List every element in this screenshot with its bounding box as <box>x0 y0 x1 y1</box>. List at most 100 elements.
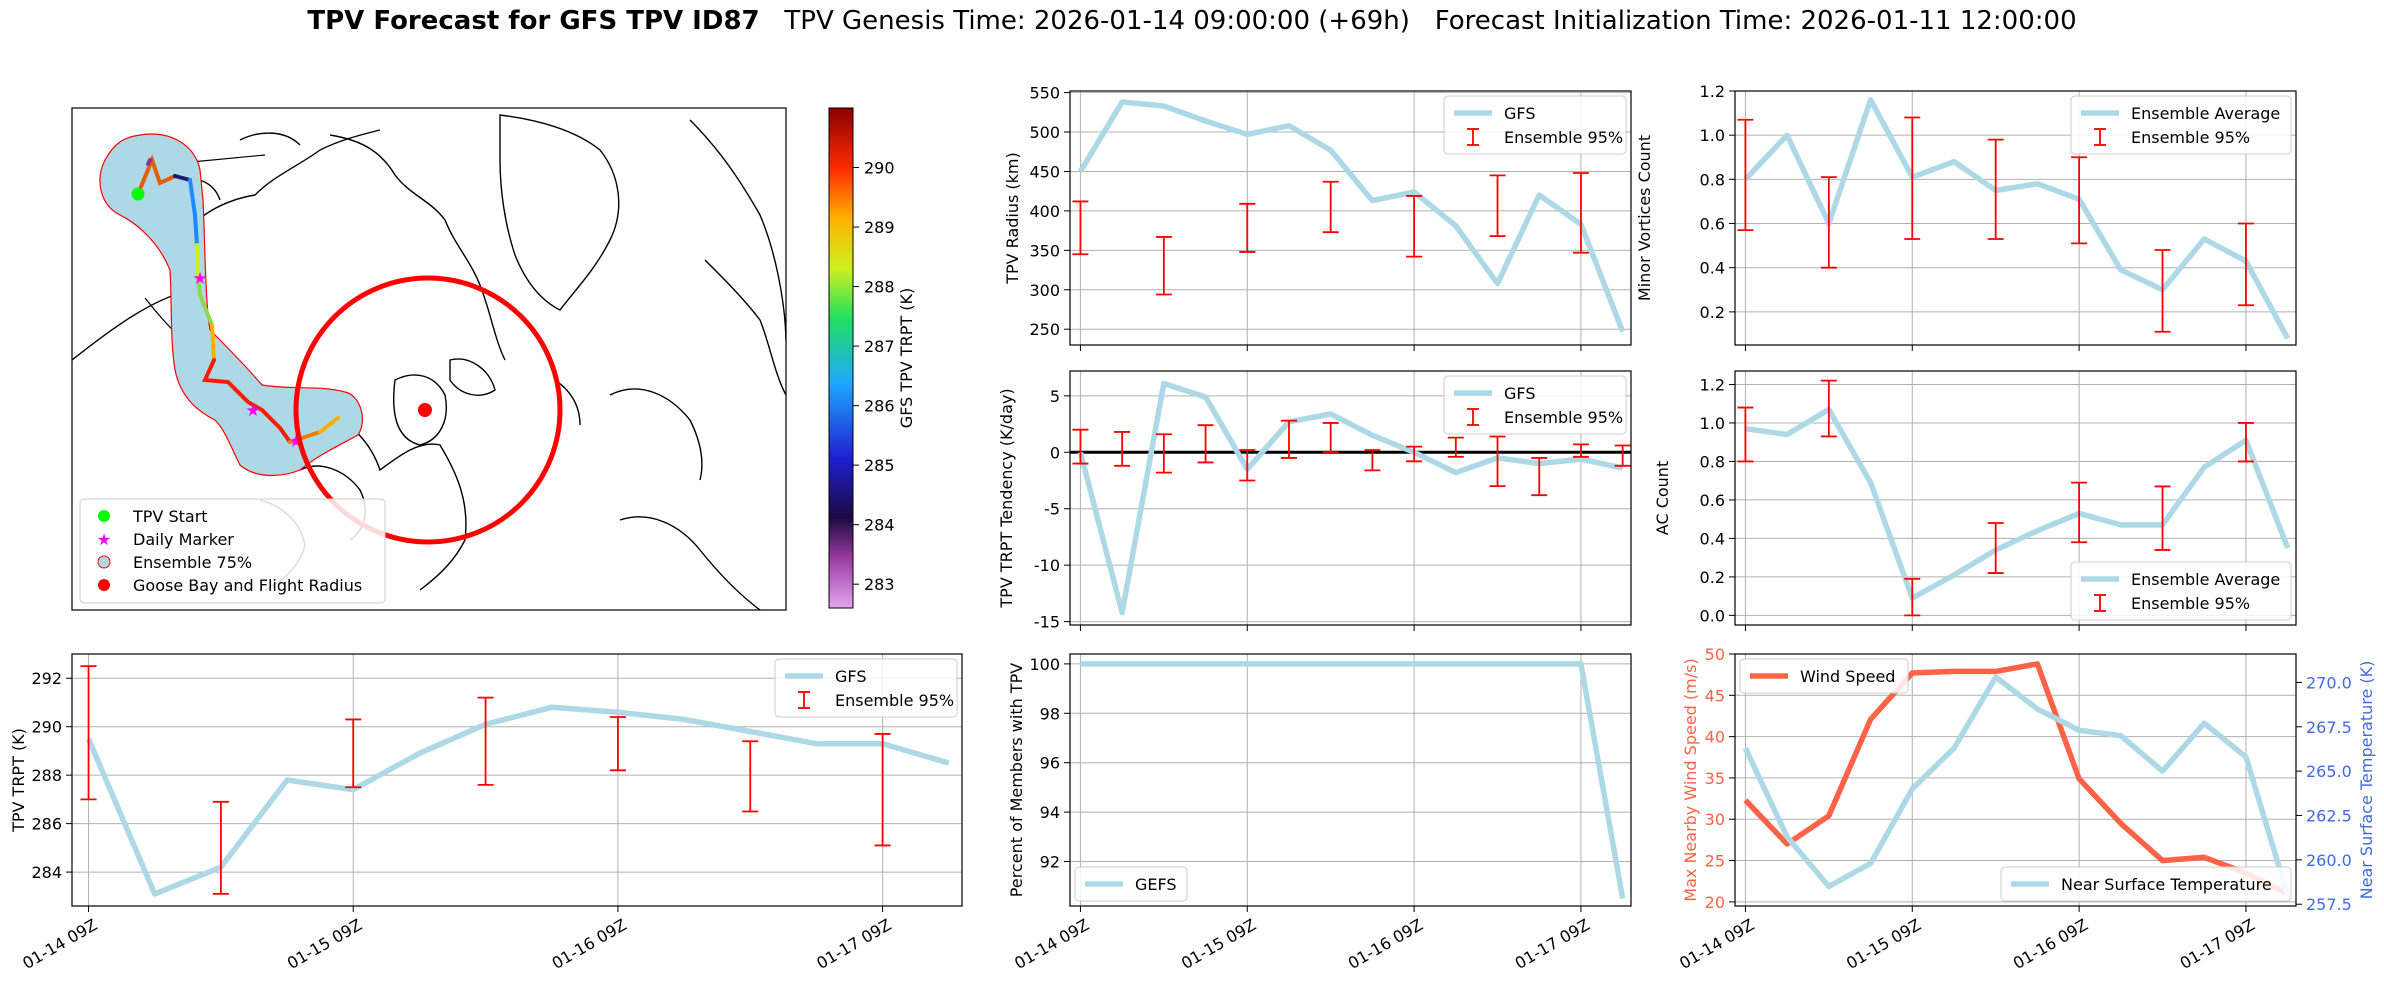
x-tick-label: 01-14 09Z <box>19 915 100 973</box>
legend-label: Ensemble Average <box>2131 104 2280 123</box>
axes-frame <box>1069 370 1632 626</box>
plot-area <box>1737 97 2291 340</box>
axes-frame <box>1069 653 1632 907</box>
error-bar <box>1239 449 1256 482</box>
error-bar <box>1155 433 1172 474</box>
error-bar <box>2237 422 2254 463</box>
legend-ensemble-75: Ensemble 75% <box>133 553 252 572</box>
error-bar <box>1904 577 1921 617</box>
grid-lines <box>1070 371 1631 625</box>
legend-label: Ensemble 95% <box>1504 408 1623 427</box>
series-line <box>1743 97 2291 340</box>
axes-frame <box>1069 90 1632 346</box>
legend-daily-marker: Daily Marker <box>133 530 234 549</box>
error-bar <box>1820 379 1837 438</box>
y2-tick-label: 270.0 <box>2306 673 2352 692</box>
y-axis-label: Max Nearby Wind Speed (m/s) <box>1681 658 1700 901</box>
legend: Near Surface Temperature <box>2000 866 2292 902</box>
x-tick-label: 01-15 09Z <box>1178 915 1259 973</box>
y-tick-label: 0.8 <box>1700 452 1725 471</box>
error-bar <box>2071 481 2088 544</box>
chart-tendency: -15 -10 -5 0 5 TPV TRPT Tendency (K/day) GFS En… <box>997 370 1632 632</box>
axes-frame <box>71 653 963 907</box>
legend-frame <box>1074 866 1188 902</box>
plot-area <box>1737 379 2291 617</box>
legend-label: Ensemble 95% <box>2131 128 2250 147</box>
y-tick-label: 1.0 <box>1700 126 1725 145</box>
tpv-track-map: ★ ★ ★ TPV Start ★ Daily Marker Ensemble … <box>71 107 916 611</box>
x-tick-label: 01-16 09Z <box>2010 915 2091 973</box>
x-tick-label: 01-16 09Z <box>549 915 630 973</box>
y2-tick-label: 262.5 <box>2306 806 2352 825</box>
legend-frame <box>2000 866 2292 902</box>
chart-ac: 0.0 0.2 0.4 0.6 0.8 1.0 1.2 AC Count Ensemble Av… <box>1653 370 2297 631</box>
error-bar <box>1447 436 1464 458</box>
y-tick-label: 500 <box>1029 123 1060 142</box>
legend-daily-marker-icon: ★ <box>97 530 111 549</box>
y-tick-label: 0.2 <box>1700 303 1725 322</box>
colorbar-tick-label: 290 <box>864 159 895 178</box>
error-bar <box>1489 174 1506 238</box>
legend-tpv-start-icon <box>98 510 110 522</box>
error-bar <box>1987 522 2004 574</box>
x-tick-label: 01-15 09Z <box>1843 915 1924 973</box>
legend-errorbar-icon <box>1467 408 1479 426</box>
y-tick-label: 94 <box>1040 803 1060 822</box>
error-bar <box>1614 444 1631 467</box>
legend-tpv-start: TPV Start <box>132 507 208 526</box>
colorbar-tick-label: 289 <box>864 218 895 237</box>
y2-axis-label: Near Surface Temperature (K) <box>2357 661 2376 900</box>
x-tick-label: 01-15 09Z <box>284 915 365 973</box>
legend-label: GFS <box>1504 384 1535 403</box>
series-line <box>1743 661 2289 897</box>
error-bar <box>2154 249 2171 333</box>
legend-errorbar-icon <box>798 691 810 709</box>
error-bar <box>2237 222 2254 307</box>
legend: GFS Ensemble 95% <box>1443 95 1627 155</box>
series-line <box>85 704 950 897</box>
y-tick-label: 0.8 <box>1700 170 1725 189</box>
tpv-track <box>136 154 340 444</box>
error-bar <box>1197 424 1214 464</box>
error-bar <box>1114 431 1131 467</box>
error-bar <box>1572 443 1589 458</box>
legend-errorbar-icon <box>1467 128 1479 146</box>
tpv-start-marker <box>131 187 145 201</box>
plot-area <box>1742 661 2291 897</box>
legend-label: Wind Speed <box>1800 667 1895 686</box>
legend-label: Near Surface Temperature <box>2061 875 2272 894</box>
legend-goose-bay: Goose Bay and Flight Radius <box>133 576 362 595</box>
y-axis-label: TPV TRPT Tendency (K/day) <box>997 388 1016 608</box>
y-tick-label: 98 <box>1040 704 1060 723</box>
plot-area <box>1070 380 1631 616</box>
error-bar <box>80 665 97 801</box>
y-axis-label: AC Count <box>1653 461 1672 535</box>
legend-label: GFS <box>1504 104 1535 123</box>
y-tick-label: 0.6 <box>1700 491 1725 510</box>
legend-label: GEFS <box>1135 875 1177 894</box>
daily-marker-2: ★ <box>245 401 260 421</box>
legend-errorbar-icon <box>2094 128 2106 146</box>
y-tick-label: 96 <box>1040 754 1060 773</box>
legend: GFS Ensemble 95% <box>774 658 958 718</box>
x-tick-label: 01-14 09Z <box>1011 915 1092 973</box>
y-tick-label: -10 <box>1034 556 1060 575</box>
y-tick-label: 45 <box>1705 686 1725 705</box>
y-tick-label: 286 <box>31 815 62 834</box>
error-bar <box>345 718 362 789</box>
y-tick-label: 50 <box>1705 645 1725 664</box>
y-tick-label: 20 <box>1705 893 1725 912</box>
x-tick-label: 01-14 09Z <box>1676 915 1757 973</box>
y-tick-label: 290 <box>31 718 62 737</box>
plot-area <box>1080 661 1626 900</box>
axes-frame <box>1734 90 2297 346</box>
x-tick-label: 01-17 09Z <box>2177 915 2258 973</box>
y-tick-label: 0.2 <box>1700 568 1725 587</box>
colorbar-tick-label: 283 <box>864 575 895 594</box>
plot-area <box>1072 99 1626 333</box>
error-bar <box>1987 138 2004 240</box>
y-tick-label: -15 <box>1034 613 1060 632</box>
legend-errorbar-icon <box>2094 594 2106 612</box>
error-bar <box>1572 172 1589 254</box>
